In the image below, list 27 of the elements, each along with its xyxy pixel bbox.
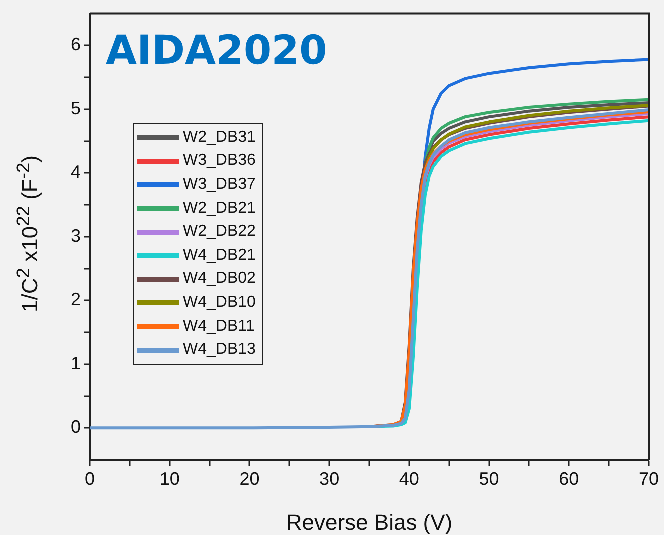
y-tick-label: 1 — [70, 353, 81, 374]
x-tick-label: 30 — [320, 468, 340, 489]
legend-label: W4_DB21 — [183, 246, 256, 265]
y-tick-label: 2 — [70, 290, 81, 310]
x-tick-label: 50 — [479, 468, 500, 489]
legend-label: W4_DB10 — [183, 294, 256, 312]
x-tick-label: 0 — [84, 468, 96, 489]
x-tick-label: 60 — [559, 468, 580, 489]
legend-label: W2_DB21 — [183, 200, 256, 218]
y-tick-label: 4 — [70, 162, 81, 182]
legend-label: W3_DB37 — [183, 176, 256, 194]
x-tick-label: 10 — [160, 468, 180, 489]
y-tick-label: 5 — [70, 98, 81, 118]
y-tick-label: 3 — [70, 226, 81, 246]
legend-label: W3_DB36 — [183, 152, 256, 170]
legend-label: W4_DB13 — [183, 341, 256, 360]
legend-label: W4_DB11 — [183, 318, 255, 336]
x-tick-label: 20 — [240, 468, 260, 489]
annotation: AIDA2020 — [106, 28, 328, 74]
legend-label: W2_DB31 — [183, 128, 256, 147]
legend-label: W2_DB22 — [183, 223, 256, 242]
x-tick-label: 70 — [638, 468, 660, 489]
x-axis-title: Reverse Bias (V) — [286, 510, 453, 535]
y-tick-label: 6 — [70, 34, 81, 55]
y-tick-label: 0 — [70, 417, 81, 438]
legend-label: W4_DB02 — [183, 270, 256, 288]
x-tick-label: 40 — [399, 468, 420, 489]
